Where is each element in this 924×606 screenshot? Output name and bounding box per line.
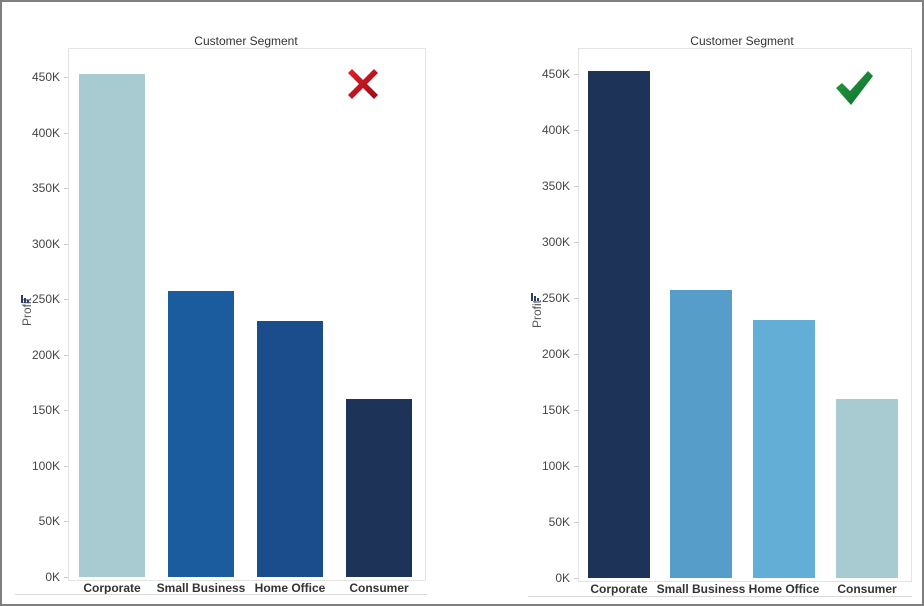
y-tick-label: 400K [541, 123, 570, 137]
y-tick-mark [64, 243, 68, 245]
x-category-label: Home Office [748, 582, 820, 596]
y-tick-mark [64, 188, 68, 190]
y-tick-mark [64, 577, 68, 578]
y-tick-label: 100K [31, 458, 60, 473]
y-tick-mark [64, 132, 68, 134]
y-tick-label: 350K [31, 181, 60, 196]
bar-home-office[interactable] [753, 320, 815, 578]
y-tick-label: 450K [31, 70, 60, 84]
y-tick-mark [64, 299, 68, 301]
y-tick-mark [64, 354, 68, 356]
y-tick-label: 250K [31, 292, 60, 307]
y-tick-mark [574, 466, 578, 467]
y-tick-label: 350K [541, 179, 570, 193]
x-category-label: Corporate [83, 581, 141, 595]
y-tick-mark [574, 242, 578, 243]
y-tick-label: 0K [555, 571, 570, 585]
y-tick-mark [64, 410, 68, 412]
green-check-icon [835, 68, 875, 113]
bar-small-business[interactable] [670, 290, 732, 578]
x-category-label: Corporate [590, 582, 648, 596]
bar-consumer[interactable] [836, 398, 898, 578]
chart-panel-incorrect: Customer Segment 0K 50K 100K 150K 200K 250K 300… [0, 0, 460, 606]
y-tick-label: 450K [541, 67, 570, 81]
y-tick-label: 150K [31, 403, 60, 418]
bar-consumer[interactable] [346, 399, 412, 577]
bar-small-business[interactable] [168, 291, 234, 577]
y-tick-label: 150K [541, 403, 570, 417]
bar-corporate[interactable] [79, 73, 145, 577]
y-tick-mark [574, 354, 578, 355]
chart-title: Customer Segment [690, 34, 794, 48]
x-category-label: Consumer [837, 582, 897, 596]
y-tick-label: 400K [31, 125, 60, 140]
y-tick-mark [574, 410, 578, 411]
y-tick-label: 200K [541, 347, 570, 361]
y-tick-mark [574, 74, 578, 75]
bar-corporate[interactable] [588, 70, 650, 578]
y-tick-label: 300K [31, 236, 60, 251]
y-tick-label: 50K [548, 515, 570, 529]
y-tick-mark [574, 522, 578, 523]
sort-descending-icon[interactable] [531, 288, 541, 306]
chart-panel-correct: Customer Segment 0K 50K 100K 150K 200K 250K 300… [462, 0, 924, 606]
y-tick-mark [574, 130, 578, 131]
bottom-divider [15, 594, 427, 595]
y-tick-label: 200K [31, 347, 60, 362]
y-tick-label: 50K [38, 514, 60, 529]
bottom-divider [528, 596, 912, 597]
x-category-label: Consumer [349, 581, 409, 595]
y-tick-label: 100K [541, 459, 570, 473]
y-tick-mark [574, 298, 578, 299]
y-tick-label: 250K [541, 291, 570, 305]
y-tick-label: 300K [541, 235, 570, 249]
y-tick-mark [64, 521, 68, 523]
y-tick-mark [574, 578, 578, 579]
bar-home-office[interactable] [257, 321, 323, 577]
x-category-label: Small Business [156, 581, 246, 595]
y-tick-mark [574, 186, 578, 187]
y-tick-mark [64, 77, 68, 78]
y-tick-label: 0K [45, 570, 60, 584]
y-tick-mark [64, 465, 68, 467]
x-category-label: Small Business [656, 582, 746, 596]
chart-title: Customer Segment [194, 34, 298, 48]
x-category-label: Home Office [254, 581, 326, 595]
red-x-icon [343, 64, 383, 109]
sort-descending-icon[interactable] [21, 290, 31, 308]
